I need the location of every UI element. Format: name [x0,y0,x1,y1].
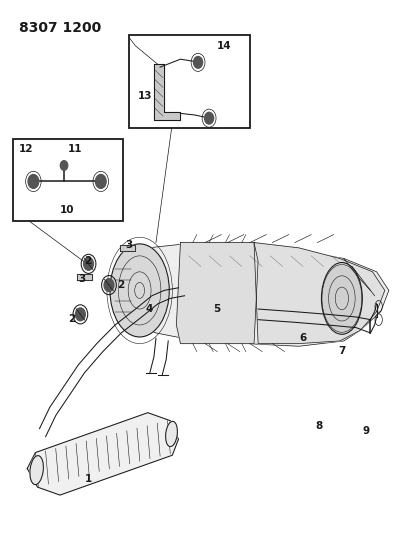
Polygon shape [176,243,258,344]
Polygon shape [120,245,134,251]
Polygon shape [254,243,384,344]
FancyBboxPatch shape [129,35,249,128]
Text: 3: 3 [78,274,85,285]
FancyBboxPatch shape [13,139,123,221]
Circle shape [204,112,213,124]
Text: 5: 5 [213,304,220,314]
Text: 7: 7 [337,346,344,356]
Text: 11: 11 [68,144,83,154]
Polygon shape [111,243,388,346]
Circle shape [83,257,93,270]
Text: 1: 1 [84,474,92,484]
Text: 6: 6 [298,333,306,343]
Polygon shape [77,274,91,280]
Circle shape [60,161,67,170]
Ellipse shape [165,421,177,447]
Text: 2: 2 [84,256,92,266]
Ellipse shape [110,244,169,337]
Text: 12: 12 [19,144,34,154]
Circle shape [75,308,85,321]
Circle shape [104,279,114,292]
Ellipse shape [321,263,362,334]
Text: 14: 14 [217,41,231,51]
Text: 8: 8 [315,421,322,431]
Ellipse shape [30,456,43,484]
Text: 2: 2 [68,314,75,324]
Text: 9: 9 [362,426,369,436]
Polygon shape [27,413,178,495]
Text: 4: 4 [145,304,153,314]
Text: 8307 1200: 8307 1200 [19,21,101,35]
Circle shape [193,56,202,68]
Circle shape [28,174,38,188]
Circle shape [95,174,106,188]
Text: 10: 10 [60,205,74,215]
Polygon shape [153,64,180,120]
Text: 2: 2 [117,280,124,290]
Text: 13: 13 [137,91,152,101]
Text: 3: 3 [125,240,132,250]
